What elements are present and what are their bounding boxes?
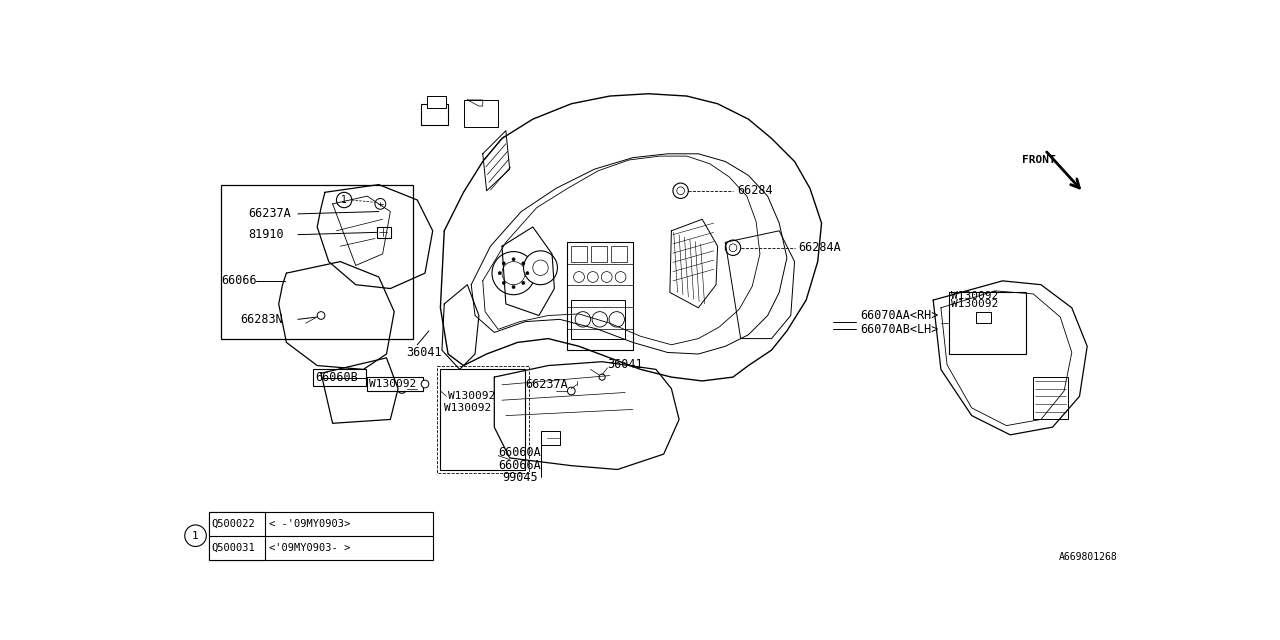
Circle shape [526, 271, 529, 275]
Bar [540, 431, 559, 445]
Text: FRONT: FRONT [1021, 155, 1056, 165]
Bar [612, 246, 627, 262]
Circle shape [317, 312, 325, 319]
Circle shape [502, 282, 506, 285]
Circle shape [498, 271, 502, 275]
Bar [948, 292, 1025, 354]
Circle shape [397, 384, 407, 393]
Text: W130092: W130092 [448, 391, 495, 401]
Text: 81910: 81910 [248, 228, 284, 241]
Circle shape [524, 251, 558, 285]
Text: 66070AA<RH>: 66070AA<RH> [860, 309, 938, 322]
Text: <'09MY0903- >: <'09MY0903- > [269, 543, 349, 553]
Circle shape [421, 380, 429, 388]
Circle shape [567, 387, 575, 395]
Circle shape [730, 244, 737, 252]
Circle shape [502, 262, 506, 265]
Bar [440, 369, 525, 470]
Bar [567, 243, 632, 350]
Circle shape [609, 312, 625, 327]
Circle shape [588, 271, 598, 282]
Circle shape [184, 525, 206, 547]
Circle shape [673, 183, 689, 198]
Text: 66066A: 66066A [498, 459, 541, 472]
Text: 66237A: 66237A [525, 378, 568, 391]
Text: 66284: 66284 [737, 184, 772, 197]
Circle shape [512, 285, 515, 289]
Circle shape [492, 252, 535, 294]
Bar [314, 369, 366, 387]
Bar [463, 100, 498, 127]
Circle shape [677, 187, 685, 195]
Text: 66060B: 66060B [315, 371, 357, 385]
Text: W130092: W130092 [951, 299, 998, 309]
Circle shape [593, 312, 608, 327]
Text: 66284A: 66284A [799, 241, 841, 254]
Bar [591, 246, 607, 262]
Text: 99045: 99045 [502, 470, 538, 484]
Circle shape [575, 312, 590, 327]
Bar [975, 312, 991, 323]
Circle shape [522, 282, 525, 285]
Text: 66066: 66066 [221, 275, 256, 287]
Text: Q500031: Q500031 [211, 543, 256, 553]
Text: 36041: 36041 [406, 346, 442, 359]
Text: Q500022: Q500022 [211, 519, 256, 529]
Text: 1: 1 [192, 531, 198, 541]
Circle shape [616, 271, 626, 282]
Text: 36041: 36041 [608, 358, 643, 371]
Bar [571, 300, 625, 339]
Text: W130092: W130092 [444, 403, 492, 413]
Bar [421, 104, 448, 125]
Bar [426, 96, 445, 108]
Text: 66283N: 66283N [241, 313, 283, 326]
Text: 66070AB<LH>: 66070AB<LH> [860, 323, 938, 336]
Bar [367, 377, 422, 391]
Circle shape [532, 260, 548, 275]
Circle shape [512, 258, 515, 261]
Text: 66060A: 66060A [498, 446, 541, 459]
Bar [221, 184, 413, 339]
Circle shape [375, 198, 385, 209]
Text: 66237A: 66237A [248, 207, 291, 220]
Bar [571, 246, 586, 262]
Circle shape [602, 271, 612, 282]
Bar [378, 227, 392, 237]
Circle shape [502, 262, 525, 285]
Text: < -'09MY0903>: < -'09MY0903> [269, 519, 349, 529]
Circle shape [573, 271, 585, 282]
Circle shape [599, 374, 605, 380]
Circle shape [337, 192, 352, 208]
Text: W130092: W130092 [369, 379, 416, 389]
Bar [1033, 377, 1068, 419]
Text: W130092: W130092 [951, 291, 998, 301]
Bar [436, 365, 529, 474]
Circle shape [522, 262, 525, 265]
Bar [210, 512, 433, 559]
Text: 1: 1 [342, 195, 347, 205]
Text: A669801268: A669801268 [1060, 552, 1117, 562]
Circle shape [726, 240, 741, 255]
Bar [210, 512, 265, 559]
